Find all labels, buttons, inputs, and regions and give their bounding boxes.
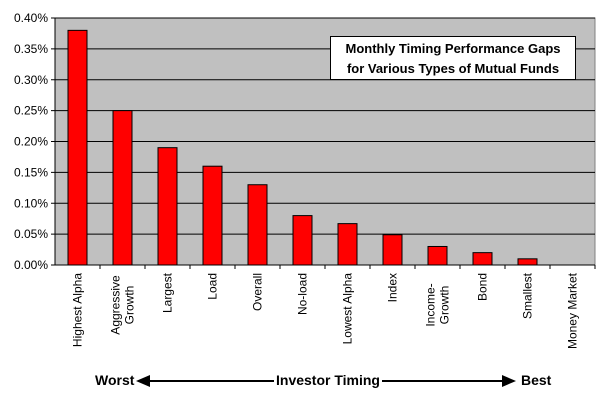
bars [67, 29, 538, 266]
bar-load [202, 165, 223, 266]
bar-overall [247, 184, 268, 266]
x-category-label: Overall [251, 273, 265, 311]
x-category-label: Smallest [521, 272, 535, 319]
x-category-label: Lowest Alpha [341, 273, 355, 345]
x-axis-best-label: Best [521, 372, 552, 388]
bar-bond [472, 252, 493, 266]
bar-no-load [292, 215, 313, 266]
x-category-label: Highest Alpha [71, 273, 85, 347]
bar-aggressive-growth [112, 110, 133, 266]
y-tick-label: 0.35% [14, 42, 48, 56]
y-tick-label: 0.00% [14, 258, 48, 272]
timing-arrow-right-head [502, 375, 516, 387]
x-category-label: Largest [161, 272, 175, 313]
y-tick-label: 0.30% [14, 73, 48, 87]
y-tick-label: 0.05% [14, 227, 48, 241]
x-axis-category-labels: Highest Alpha AggressiveGrowth Largest Load… [71, 265, 596, 349]
y-tick-label: 0.40% [14, 11, 48, 25]
bar-smallest [517, 258, 538, 266]
bar-lowest-alpha [337, 223, 358, 266]
x-category-label: Bond [476, 273, 490, 301]
x-category-label: AggressiveGrowth [109, 275, 137, 335]
x-category-label: Index [386, 273, 400, 302]
chart-title-line-1: Monthly Timing Performance Gaps [345, 41, 561, 56]
y-tick-label: 0.15% [14, 165, 48, 179]
x-category-label: No-load [296, 273, 310, 315]
bar-highest-alpha [67, 29, 88, 266]
bar-index [382, 234, 403, 266]
x-category-label: Income-Growth [424, 283, 452, 326]
x-category-label: Load [206, 273, 220, 300]
x-axis-title: Investor Timing [274, 372, 382, 388]
bar-income-growth [427, 245, 448, 266]
y-axis-ticks: 0.00% 0.05% 0.10% 0.15% 0.20% 0.25% 0.30% 0.35%… [14, 11, 55, 272]
chart-title-line-2: for Various Types of Mutual Funds [346, 61, 560, 76]
bar-largest [157, 147, 178, 266]
y-tick-label: 0.20% [14, 135, 48, 149]
y-tick-label: 0.10% [14, 196, 48, 210]
chart-title: Monthly Timing Performance Gaps for Vari… [330, 36, 576, 80]
timing-arrow-left-head [136, 375, 150, 387]
x-category-label: Money Market [566, 272, 580, 349]
y-tick-label: 0.25% [14, 104, 48, 118]
x-axis-worst-label: Worst [95, 372, 135, 388]
